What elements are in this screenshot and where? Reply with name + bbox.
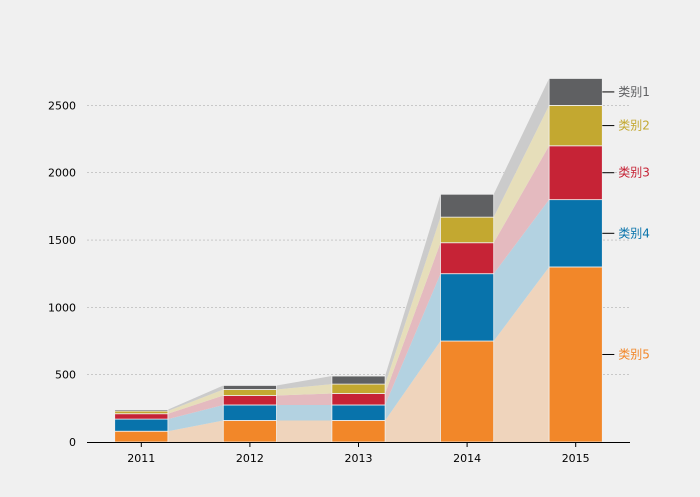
stack-band <box>167 420 224 442</box>
bar-segment <box>114 410 169 415</box>
bar-segment <box>548 199 603 268</box>
stack-band <box>276 393 332 405</box>
y-tick-label: 0 <box>69 436 76 449</box>
series-labels: 类别5 类别4 类别3 类别2 类别1 <box>602 85 650 361</box>
x-tick-label: 2012 <box>236 452 264 465</box>
stack-band <box>385 273 441 421</box>
stack-band <box>276 420 332 442</box>
y-tick-label: 500 <box>55 369 76 382</box>
x-tick-label: 2013 <box>345 452 373 465</box>
y-tick-label: 1500 <box>48 234 76 247</box>
stack-band <box>167 389 224 414</box>
stack-band <box>276 376 332 390</box>
stack-band <box>385 242 441 405</box>
bars <box>114 78 603 443</box>
bar-segment <box>114 409 169 412</box>
stack-bands <box>167 78 550 442</box>
bar-segment <box>331 383 386 394</box>
stack-band <box>493 199 550 342</box>
bar-segment <box>331 375 386 385</box>
bar-segment <box>331 404 386 421</box>
y-axis-ticks: 0 500 1000 1500 2000 2500 <box>48 99 76 449</box>
bar-segment <box>440 193 495 218</box>
stack-band <box>385 217 441 394</box>
stack-band <box>493 78 550 218</box>
stack-band <box>385 341 441 442</box>
bar-segment <box>548 78 603 106</box>
stack-band <box>493 266 550 442</box>
x-tick-label: 2014 <box>453 452 481 465</box>
series-label: 类别5 <box>618 347 650 361</box>
bar-segment <box>114 418 169 432</box>
stack-band <box>167 395 224 420</box>
bar-segment <box>440 273 495 342</box>
bar-segment <box>331 393 386 406</box>
x-axis-ticks: 2011 2012 2013 2014 2015 <box>127 442 590 465</box>
series-label: 类别2 <box>618 119 650 133</box>
bar-segment <box>331 420 386 443</box>
x-tick-label: 2011 <box>127 452 155 465</box>
stack-band <box>493 105 550 243</box>
stack-band <box>167 385 224 412</box>
bar-segment <box>548 266 603 443</box>
bar-segment <box>440 216 495 244</box>
y-tick-label: 1000 <box>48 301 76 314</box>
bar-segment <box>548 145 603 201</box>
stack-band <box>167 404 224 432</box>
bar-segment <box>222 404 277 421</box>
bar-segment <box>222 389 277 396</box>
bar-segment <box>440 242 495 275</box>
bar-segment <box>222 385 277 390</box>
bar-segment <box>440 340 495 443</box>
bar-segment <box>222 420 277 443</box>
bar-segment <box>114 430 169 443</box>
bar-segment <box>548 104 603 147</box>
y-tick-label: 2000 <box>48 167 76 180</box>
series-label: 类别3 <box>618 166 650 180</box>
bar-segment <box>222 395 277 406</box>
stack-band <box>276 404 332 421</box>
series-label: 类别4 <box>618 226 650 240</box>
y-tick-label: 2500 <box>48 99 76 112</box>
x-tick-label: 2015 <box>562 452 590 465</box>
bar-segment <box>114 413 169 420</box>
series-label: 类别1 <box>618 85 650 99</box>
stack-band <box>276 384 332 396</box>
stack-band <box>493 145 550 274</box>
stack-band <box>385 194 441 385</box>
